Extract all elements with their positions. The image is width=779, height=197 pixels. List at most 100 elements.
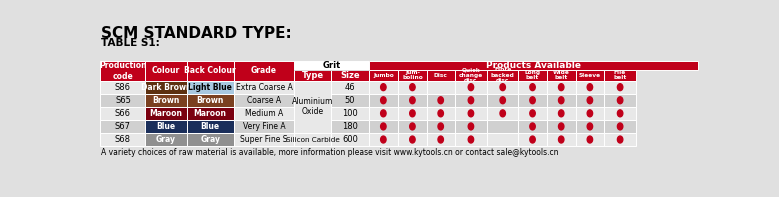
Bar	[368, 81, 398, 94]
Ellipse shape	[530, 84, 535, 91]
Text: Silicon Carbide: Silicon Carbide	[286, 137, 340, 142]
Text: 46: 46	[345, 83, 355, 92]
Text: S67: S67	[115, 122, 131, 131]
Ellipse shape	[500, 84, 506, 91]
Bar	[368, 94, 398, 107]
Bar	[186, 81, 234, 94]
Bar	[146, 81, 186, 94]
Ellipse shape	[530, 110, 535, 117]
Ellipse shape	[500, 110, 506, 117]
Text: Fibre
backed
disc: Fibre backed disc	[491, 67, 515, 83]
Bar	[605, 70, 636, 81]
Bar	[487, 107, 518, 120]
Text: TABLE S1:: TABLE S1:	[101, 37, 160, 47]
Bar	[331, 120, 368, 133]
Ellipse shape	[468, 97, 474, 104]
Ellipse shape	[559, 136, 564, 143]
Ellipse shape	[438, 123, 443, 130]
Ellipse shape	[410, 97, 415, 104]
Ellipse shape	[468, 136, 474, 143]
Bar	[427, 94, 455, 107]
Text: SCM STANDARD TYPE:: SCM STANDARD TYPE:	[101, 26, 292, 41]
Bar	[398, 107, 427, 120]
Text: S68: S68	[115, 135, 131, 144]
Bar	[146, 133, 186, 146]
Bar	[100, 107, 146, 120]
Bar	[455, 107, 487, 120]
Text: Colour: Colour	[152, 67, 180, 75]
Bar	[331, 81, 368, 94]
Text: Type: Type	[301, 71, 324, 80]
Text: Jumbo: Jumbo	[373, 73, 393, 78]
Bar	[368, 61, 698, 70]
Bar	[186, 133, 234, 146]
Bar	[100, 120, 146, 133]
Bar	[576, 133, 605, 146]
Ellipse shape	[587, 123, 593, 130]
Bar	[487, 81, 518, 94]
Text: Wide
belt: Wide belt	[553, 70, 569, 80]
Text: 180: 180	[342, 122, 358, 131]
Bar	[455, 120, 487, 133]
Text: Extra Coarse A: Extra Coarse A	[235, 83, 292, 92]
Bar	[398, 70, 427, 81]
Bar	[576, 94, 605, 107]
Ellipse shape	[381, 110, 386, 117]
Bar	[427, 133, 455, 146]
Ellipse shape	[587, 97, 593, 104]
Bar	[186, 120, 234, 133]
Bar	[368, 70, 398, 81]
Ellipse shape	[587, 84, 593, 91]
Ellipse shape	[559, 84, 564, 91]
Ellipse shape	[381, 97, 386, 104]
Bar	[487, 133, 518, 146]
Text: Blue: Blue	[157, 122, 175, 131]
Ellipse shape	[438, 97, 443, 104]
Text: Size: Size	[340, 71, 360, 80]
Text: Sleeve: Sleeve	[579, 73, 601, 78]
Bar	[518, 120, 547, 133]
Bar	[547, 70, 576, 81]
Bar	[234, 81, 294, 94]
Bar	[518, 94, 547, 107]
Bar	[331, 133, 368, 146]
Text: Production
code: Production code	[99, 61, 146, 81]
Bar	[100, 61, 146, 81]
Ellipse shape	[618, 97, 623, 104]
Bar	[576, 81, 605, 94]
Text: 100: 100	[342, 109, 358, 118]
Text: Back Colour: Back Colour	[185, 67, 236, 75]
Bar	[186, 61, 234, 81]
Text: Gray: Gray	[200, 135, 220, 144]
Text: Brown: Brown	[152, 96, 180, 105]
Text: Maroon: Maroon	[150, 109, 182, 118]
Text: Jum-
bolino: Jum- bolino	[402, 70, 423, 80]
Ellipse shape	[410, 123, 415, 130]
Ellipse shape	[500, 97, 506, 104]
Bar	[455, 133, 487, 146]
Bar	[455, 81, 487, 94]
Text: Blue: Blue	[200, 122, 220, 131]
Bar	[368, 107, 398, 120]
Ellipse shape	[618, 84, 623, 91]
Text: Grade: Grade	[251, 67, 277, 75]
Bar	[331, 107, 368, 120]
Ellipse shape	[587, 136, 593, 143]
Bar	[547, 120, 576, 133]
Ellipse shape	[438, 136, 443, 143]
Bar	[234, 120, 294, 133]
Bar	[100, 133, 146, 146]
Bar	[186, 107, 234, 120]
Text: A variety choices of raw material is available, more information please visit ww: A variety choices of raw material is ava…	[101, 148, 559, 157]
Text: Quick
change
disc: Quick change disc	[459, 67, 483, 83]
Bar	[146, 107, 186, 120]
Ellipse shape	[410, 110, 415, 117]
Text: S86: S86	[115, 83, 131, 92]
Bar	[234, 61, 294, 81]
Text: Gray: Gray	[156, 135, 176, 144]
Bar	[576, 107, 605, 120]
Text: Light Blue: Light Blue	[189, 83, 232, 92]
Bar	[547, 81, 576, 94]
Bar	[427, 70, 455, 81]
Bar	[605, 94, 636, 107]
